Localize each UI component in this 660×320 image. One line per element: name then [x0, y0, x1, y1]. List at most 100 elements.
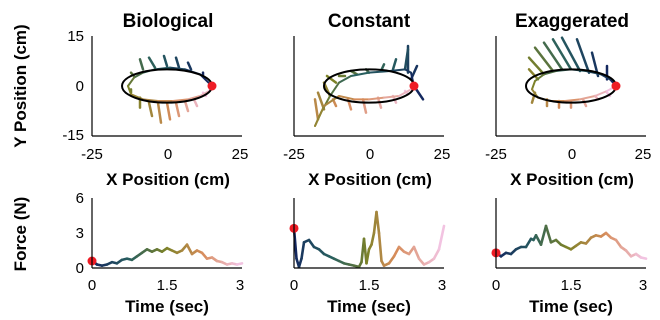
trajectory-segment	[579, 95, 596, 101]
force-vector	[391, 58, 398, 71]
x-tick-label: 0	[88, 277, 96, 294]
force-vector	[542, 41, 564, 71]
x-axis-label: Time (sec)	[529, 297, 613, 316]
plot-area	[313, 44, 425, 127]
y-axis-label: Y Position (cm)	[11, 24, 30, 147]
target-ellipse	[121, 68, 213, 104]
trajectory-segment	[127, 76, 135, 87]
y-tick-label: 3	[76, 225, 84, 242]
trajectory-segment	[531, 80, 536, 91]
trajectory-segment	[600, 73, 611, 81]
force-line-segment	[377, 231, 383, 263]
force-line-segment	[437, 224, 446, 251]
x-tick-label: 0	[492, 277, 500, 294]
x-tick-label: 0	[568, 146, 576, 163]
x-tick-label: 3	[236, 277, 244, 294]
force-line-segment	[307, 238, 316, 249]
force-vector	[147, 56, 157, 69]
trajectory-segment	[368, 96, 385, 101]
panel-title: Biological	[123, 11, 214, 32]
force-vector	[186, 61, 193, 71]
x-tick-label: 0	[290, 277, 298, 294]
force-line-segment	[387, 255, 396, 265]
trajectory-segment	[130, 93, 144, 101]
force-vector	[575, 38, 591, 74]
trajectory-segment	[187, 95, 201, 101]
force-vector	[560, 36, 582, 73]
force-line-segment	[370, 231, 376, 246]
trajectory-segment	[169, 66, 186, 71]
panel-constant-force: 0 1.5 3 Time (sec)	[289, 198, 446, 316]
force-vector	[165, 101, 172, 121]
trajectory-segment	[534, 73, 545, 82]
force-vector	[551, 38, 573, 71]
x-tick-label: -25	[283, 146, 305, 163]
force-line-segment	[375, 210, 381, 235]
x-tick-label: 25	[635, 146, 652, 163]
trajectory-segment	[127, 85, 132, 96]
panel-biological-position: Biological 15 0 -15 -25 0 25 X Position …	[11, 11, 248, 189]
panel-title: Exaggerated	[515, 11, 629, 32]
x-axis-label: X Position (cm)	[510, 170, 634, 189]
start-marker	[207, 81, 217, 91]
panel-title: Constant	[328, 11, 411, 32]
force-line-segment	[185, 243, 194, 256]
force-vector	[174, 56, 181, 69]
trajectory-segment	[338, 75, 352, 84]
force-vector	[183, 99, 190, 113]
x-axis-label: X Position (cm)	[308, 170, 432, 189]
x-tick-label: 0	[366, 146, 374, 163]
x-tick-label: 25	[434, 146, 451, 163]
panel-exaggerated-force: 0 1.5 3 Time (sec)	[491, 198, 648, 316]
y-tick-label: 15	[67, 28, 84, 45]
x-axis-label: X Position (cm)	[106, 170, 230, 189]
x-tick-label: 1.5	[561, 277, 582, 294]
plot-area	[121, 54, 217, 124]
force-vector	[325, 74, 338, 84]
force-vector	[174, 101, 181, 118]
force-vector	[361, 98, 368, 114]
y-tick-label: 0	[76, 78, 84, 95]
trajectory-segment	[350, 71, 370, 77]
force-vector	[192, 98, 199, 108]
force-vector	[533, 46, 555, 73]
trajectory-segment	[398, 88, 412, 97]
plot-area	[87, 243, 244, 267]
force-vector	[313, 98, 320, 121]
x-axis-label: Time (sec)	[327, 297, 411, 316]
x-tick-label: 25	[232, 146, 249, 163]
trajectory-segment	[338, 95, 355, 101]
y-tick-label: 0	[76, 260, 84, 277]
force-vector	[527, 56, 546, 76]
y-axis-label: Force (N)	[11, 197, 30, 272]
force-vector	[403, 48, 410, 71]
start-marker	[611, 81, 621, 91]
x-tick-label: 1.5	[157, 277, 178, 294]
trajectory-segment	[172, 98, 189, 102]
force-vector	[527, 68, 540, 81]
force-line-segment	[432, 248, 441, 260]
panel-exaggerated-position: Exaggerated -25 0 25 X Position (cm)	[485, 11, 651, 189]
force-line-segment	[235, 262, 244, 266]
plot-area	[289, 210, 446, 269]
x-tick-label: 1.5	[359, 277, 380, 294]
panel-constant-position: Constant -25 0 25 X Position (cm)	[283, 11, 450, 189]
trajectory-segment	[314, 105, 325, 127]
x-axis-label: Time (sec)	[125, 297, 209, 316]
trajectory-segment	[142, 98, 159, 102]
plot-area	[491, 224, 648, 260]
plot-area	[525, 36, 621, 109]
force-line-segment	[412, 245, 421, 260]
force-line-segment	[297, 257, 303, 269]
force-vector	[147, 101, 154, 118]
trajectory-segment	[564, 98, 581, 102]
force-line-segment	[300, 241, 306, 260]
force-line-segment	[392, 245, 401, 258]
force-line-segment	[614, 238, 623, 249]
x-tick-label: 3	[438, 277, 446, 294]
force-line-segment	[544, 224, 553, 244]
x-tick-label: 0	[164, 146, 172, 163]
y-tick-label: -15	[62, 127, 84, 144]
start-marker	[409, 81, 419, 91]
